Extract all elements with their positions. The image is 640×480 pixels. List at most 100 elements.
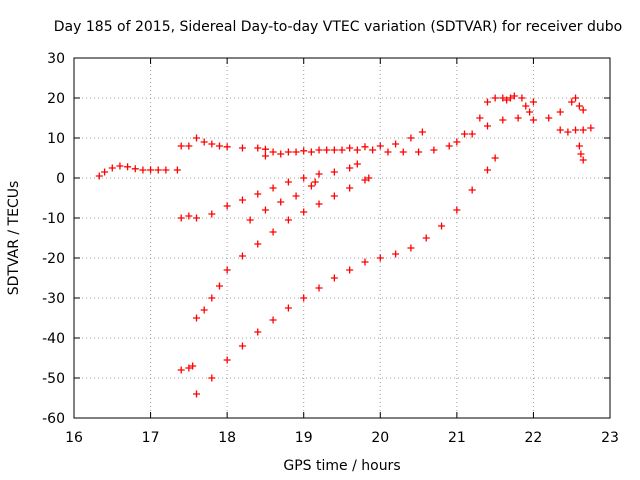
- data-point: [514, 114, 522, 122]
- data-point: [575, 142, 583, 150]
- data-point: [189, 362, 197, 370]
- data-point: [407, 134, 415, 142]
- data-point: [392, 140, 400, 148]
- data-point: [284, 148, 292, 156]
- data-point: [315, 170, 323, 178]
- data-point: [572, 126, 580, 134]
- data-point: [215, 282, 223, 290]
- data-point: [185, 364, 193, 372]
- y-tick-label: -50: [42, 371, 65, 387]
- data-point: [392, 250, 400, 258]
- data-point: [483, 122, 491, 130]
- data-point: [284, 304, 292, 312]
- chart-title: Day 185 of 2015, Sidereal Day-to-day VTE…: [54, 19, 622, 35]
- x-tick-label: 21: [448, 430, 466, 446]
- data-point: [261, 206, 269, 214]
- data-point: [177, 142, 185, 150]
- data-point: [238, 144, 246, 152]
- y-tick-label: -40: [42, 331, 65, 347]
- data-point: [399, 148, 407, 156]
- y-tick-label: -20: [42, 251, 65, 267]
- data-point: [277, 150, 285, 158]
- x-tick-label: 17: [142, 430, 160, 446]
- y-axis-label: SDTVAR / TECUs: [6, 181, 22, 296]
- data-point: [579, 106, 587, 114]
- data-point: [338, 146, 346, 154]
- data-point: [300, 294, 308, 302]
- data-point: [556, 126, 564, 134]
- y-tick-label: 10: [47, 131, 65, 147]
- data-point: [361, 176, 369, 184]
- data-point: [315, 284, 323, 292]
- data-point: [346, 184, 354, 192]
- data-point: [254, 240, 262, 248]
- data-point: [577, 150, 585, 158]
- ticks: 16 17 18 19 20 21 22 23 -60 -50 -40 -30 -20 -10 0 10 20 3…: [42, 51, 619, 446]
- data-point: [307, 148, 315, 156]
- data-point: [365, 174, 373, 182]
- data-point: [506, 94, 514, 102]
- data-point: [193, 214, 201, 222]
- data-series-6: [575, 142, 587, 164]
- data-point: [238, 252, 246, 260]
- x-tick-label: 20: [371, 430, 389, 446]
- data-point: [223, 266, 231, 274]
- data-point: [346, 164, 354, 172]
- data-point: [529, 98, 537, 106]
- data-point: [461, 130, 469, 138]
- data-point: [361, 143, 369, 151]
- data-point: [277, 198, 285, 206]
- data-point: [300, 147, 308, 155]
- data-point: [208, 374, 216, 382]
- data-point: [284, 216, 292, 224]
- data-point: [445, 142, 453, 150]
- data-point: [453, 138, 461, 146]
- data-point: [330, 146, 338, 154]
- data-point: [422, 234, 430, 242]
- data-point: [292, 148, 300, 156]
- data-point: [376, 254, 384, 262]
- data-point: [108, 164, 116, 172]
- data-series-4: [453, 94, 587, 146]
- x-tick-label: 23: [601, 430, 619, 446]
- data-point: [223, 356, 231, 364]
- y-tick-label: -10: [42, 211, 65, 227]
- data-point: [323, 146, 331, 154]
- data-point: [162, 166, 170, 174]
- data-point: [476, 114, 484, 122]
- data-point: [384, 148, 392, 156]
- data-point: [503, 96, 511, 104]
- data-point: [568, 98, 576, 106]
- data-point: [139, 166, 147, 174]
- data-point: [193, 390, 201, 398]
- data-point: [483, 98, 491, 106]
- data-point: [147, 166, 155, 174]
- data-point: [415, 148, 423, 156]
- data-point: [418, 128, 426, 136]
- data-point: [330, 168, 338, 176]
- data-point: [193, 314, 201, 322]
- data-point: [499, 116, 507, 124]
- data-series-10: [177, 362, 197, 374]
- data-point: [131, 165, 139, 173]
- data-point: [254, 190, 262, 198]
- data-point: [330, 274, 338, 282]
- data-point: [407, 244, 415, 252]
- data-point: [315, 146, 323, 154]
- data-point: [369, 146, 377, 154]
- y-tick-label: 0: [56, 171, 65, 187]
- data-series-11: [193, 154, 499, 398]
- data-point: [491, 154, 499, 162]
- data-point: [587, 124, 595, 132]
- data-point: [564, 128, 572, 136]
- data-point: [269, 316, 277, 324]
- y-tick-label: 20: [47, 91, 65, 107]
- data-point: [95, 172, 103, 180]
- data-point: [346, 144, 354, 152]
- data-point: [269, 184, 277, 192]
- data-point: [522, 102, 530, 110]
- data-point: [284, 178, 292, 186]
- data-point: [579, 126, 587, 134]
- data-point: [526, 108, 534, 116]
- data-point: [223, 202, 231, 210]
